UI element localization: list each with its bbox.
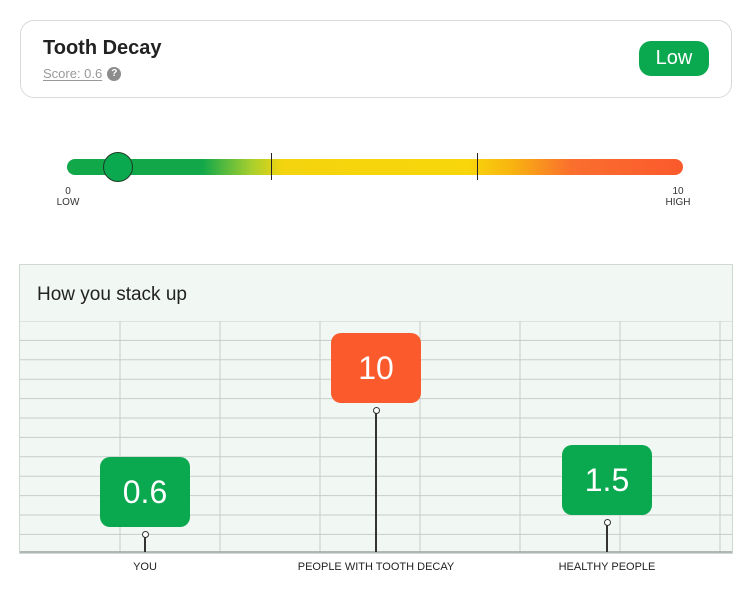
gauge-min-value: 0 — [65, 186, 71, 197]
question-icon[interactable]: ? — [107, 66, 122, 81]
score-card: Tooth Decay Score: 0.6 ? Low — [20, 20, 732, 98]
category-label: PEOPLE WITH TOOTH DECAY — [297, 561, 455, 573]
lollipop-stem — [144, 534, 146, 552]
score-link[interactable]: Score: 0.6 — [43, 66, 103, 81]
gauge-max-label: 10 HIGH — [662, 186, 694, 208]
lollipop-stem — [375, 410, 377, 552]
gauge-tick — [477, 153, 478, 180]
value-label: 1.5 — [562, 445, 652, 516]
lollipop-dot — [603, 518, 611, 526]
comparison-title: How you stack up — [37, 284, 187, 305]
gauge-min-label: 0 LOW — [52, 186, 84, 208]
gauge-marker — [103, 152, 134, 182]
condition-title: Tooth Decay — [43, 37, 162, 59]
gauge-max-caption: HIGH — [665, 197, 691, 208]
risk-gauge-track — [67, 159, 683, 175]
value-label: 0.6 — [100, 457, 190, 527]
lollipop-stem — [606, 522, 608, 552]
lollipop-dot — [372, 406, 380, 414]
gauge-min-caption: LOW — [56, 197, 80, 208]
category-label: HEALTHY PEOPLE — [558, 561, 656, 573]
lollipop-dot — [141, 530, 149, 538]
score-row: Score: 0.6 ? — [43, 66, 122, 81]
gauge-max-value: 10 — [672, 186, 684, 197]
category-label: YOU — [133, 561, 157, 573]
value-label: 10 — [331, 333, 421, 403]
gauge-tick — [271, 153, 272, 180]
status-badge: Low — [639, 41, 709, 76]
